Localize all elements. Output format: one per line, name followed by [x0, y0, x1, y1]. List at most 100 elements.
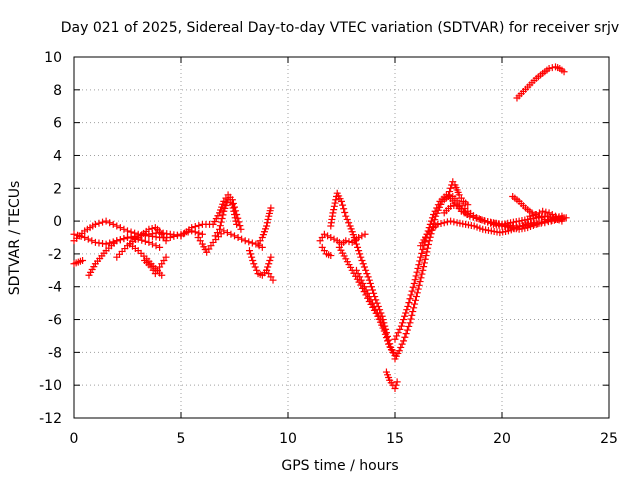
point-marker — [162, 253, 170, 261]
point-marker — [234, 234, 242, 241]
point-marker — [217, 218, 225, 226]
point-marker — [265, 260, 273, 268]
x-tick-label: 15 — [386, 431, 404, 447]
point-marker — [366, 279, 374, 287]
point-marker — [417, 274, 425, 282]
point-marker — [440, 219, 448, 227]
point-marker — [352, 240, 360, 248]
point-marker — [74, 231, 82, 239]
point-marker — [109, 220, 117, 228]
point-marker — [401, 312, 409, 320]
point-marker — [450, 202, 458, 210]
point-marker — [120, 225, 128, 233]
point-marker — [148, 224, 156, 232]
point-marker — [413, 289, 421, 297]
point-marker — [362, 286, 370, 294]
point-marker — [552, 212, 559, 220]
y-tick-label: -6 — [48, 313, 62, 329]
series-track-y — [509, 192, 568, 225]
point-marker — [88, 237, 96, 245]
series-track-z — [526, 207, 566, 223]
point-marker — [330, 202, 338, 210]
point-marker — [544, 216, 552, 224]
point-marker — [406, 295, 414, 303]
point-marker — [424, 244, 432, 252]
point-marker — [370, 302, 378, 310]
point-marker — [419, 246, 427, 254]
point-marker — [113, 222, 121, 230]
point-marker — [216, 222, 224, 230]
point-marker — [339, 201, 347, 209]
point-marker — [338, 197, 345, 205]
point-marker — [550, 216, 558, 224]
data-points — [70, 63, 570, 392]
point-marker — [427, 217, 435, 225]
y-tick-label: 4 — [53, 148, 62, 164]
x-axis-tick-labels: 0 5 10 15 20 25 — [70, 431, 618, 447]
point-marker — [380, 322, 388, 330]
point-marker — [411, 300, 419, 308]
point-marker — [227, 230, 235, 238]
point-marker — [264, 263, 272, 271]
point-marker — [414, 285, 422, 293]
series-track-f — [141, 253, 170, 278]
point-marker — [403, 326, 411, 334]
point-marker — [263, 219, 271, 227]
point-marker — [195, 221, 203, 229]
series-track-e — [113, 224, 170, 261]
x-tick-label: 20 — [493, 431, 511, 447]
point-marker — [410, 279, 418, 287]
point-marker — [369, 286, 377, 294]
point-marker — [141, 237, 149, 245]
point-marker — [332, 196, 340, 204]
point-marker — [437, 220, 445, 228]
point-marker — [267, 204, 275, 212]
series-track-top — [513, 63, 568, 102]
point-marker — [412, 293, 420, 301]
series-track-n — [316, 230, 369, 248]
point-marker — [343, 215, 351, 223]
point-marker — [145, 225, 153, 233]
series-track-o — [318, 243, 335, 260]
point-marker — [408, 287, 416, 295]
point-marker — [102, 240, 110, 248]
point-marker — [330, 235, 338, 243]
point-marker — [420, 263, 428, 271]
point-marker — [320, 230, 328, 238]
point-marker — [433, 204, 441, 212]
point-marker — [266, 256, 274, 264]
point-marker — [361, 283, 369, 291]
point-marker — [364, 273, 372, 281]
point-marker — [398, 319, 406, 327]
y-tick-label: 0 — [53, 214, 62, 230]
y-tick-label: -10 — [39, 378, 62, 394]
point-marker — [361, 230, 369, 238]
point-marker — [195, 229, 203, 237]
point-marker — [400, 337, 408, 345]
point-marker — [558, 215, 566, 223]
point-marker — [397, 343, 405, 351]
point-marker — [223, 229, 231, 237]
point-marker — [237, 225, 245, 233]
point-marker — [434, 201, 442, 209]
point-marker — [413, 268, 421, 276]
point-marker — [447, 217, 455, 225]
point-marker — [416, 278, 424, 286]
point-marker — [342, 212, 350, 220]
point-marker — [406, 319, 414, 327]
point-marker — [228, 201, 236, 209]
point-marker — [389, 348, 397, 356]
x-tick-label: 10 — [279, 431, 297, 447]
series-track-s — [382, 368, 401, 392]
point-marker — [464, 201, 472, 209]
point-marker — [466, 212, 474, 220]
point-marker — [373, 309, 381, 317]
point-marker — [233, 220, 241, 228]
point-marker — [404, 302, 412, 310]
point-marker — [555, 214, 563, 222]
point-marker — [70, 230, 78, 238]
y-tick-label: -8 — [48, 345, 62, 361]
point-marker — [363, 270, 371, 278]
point-marker — [360, 263, 368, 271]
point-marker — [355, 247, 363, 255]
